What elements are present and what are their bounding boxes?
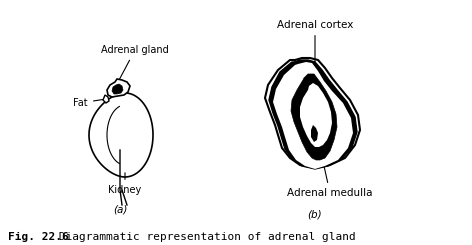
Text: Fat: Fat [73,98,103,108]
Polygon shape [273,62,353,169]
Polygon shape [107,79,130,97]
Polygon shape [103,95,109,103]
Text: Fig. 22.6: Fig. 22.6 [8,232,69,242]
Polygon shape [291,74,337,160]
Text: Adrenal gland: Adrenal gland [101,45,169,80]
Polygon shape [89,93,153,177]
Text: (a): (a) [113,205,127,215]
Polygon shape [311,125,318,142]
Polygon shape [265,58,360,168]
Text: Adrenal medulla: Adrenal medulla [287,151,373,198]
Text: Kidney: Kidney [109,173,142,195]
Polygon shape [269,60,357,169]
Text: (b): (b) [308,210,322,220]
Text: Diagrammatic representation of adrenal gland: Diagrammatic representation of adrenal g… [52,232,356,242]
Polygon shape [300,83,332,147]
Text: Adrenal cortex: Adrenal cortex [277,20,353,62]
Polygon shape [112,84,123,94]
